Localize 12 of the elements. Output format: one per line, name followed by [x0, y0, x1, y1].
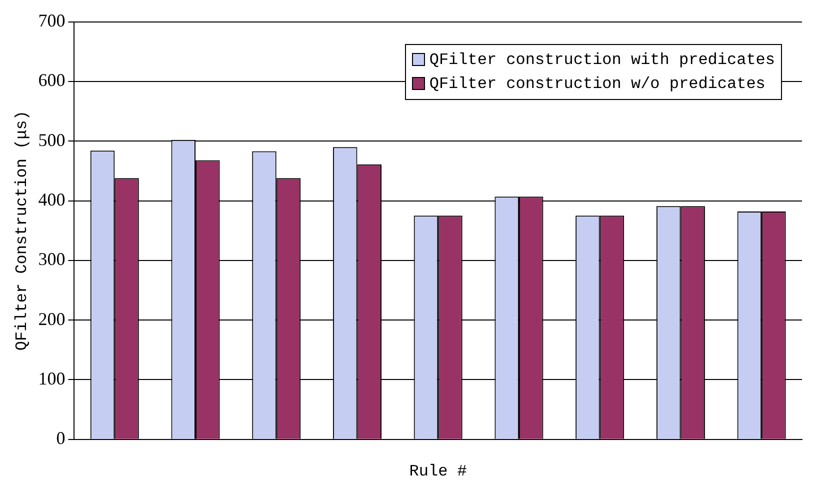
- y-axis-title: QFilter Construction (μs): [12, 110, 31, 351]
- y-tick-label: 200: [38, 308, 66, 329]
- y-tick-label: 700: [38, 10, 66, 31]
- x-axis-title: Rule #: [409, 462, 468, 481]
- legend-label: QFilter construction with predicates: [429, 50, 775, 71]
- y-tick-label: 400: [38, 190, 66, 210]
- y-tick-label: 600: [38, 70, 66, 90]
- y-tick-label: 300: [38, 249, 66, 270]
- y-tick-label: 0: [56, 428, 66, 448]
- y-tick-label: 100: [38, 368, 66, 388]
- legend-label: QFilter construction w/o predicates: [429, 74, 766, 95]
- y-tick-label: 500: [38, 130, 66, 150]
